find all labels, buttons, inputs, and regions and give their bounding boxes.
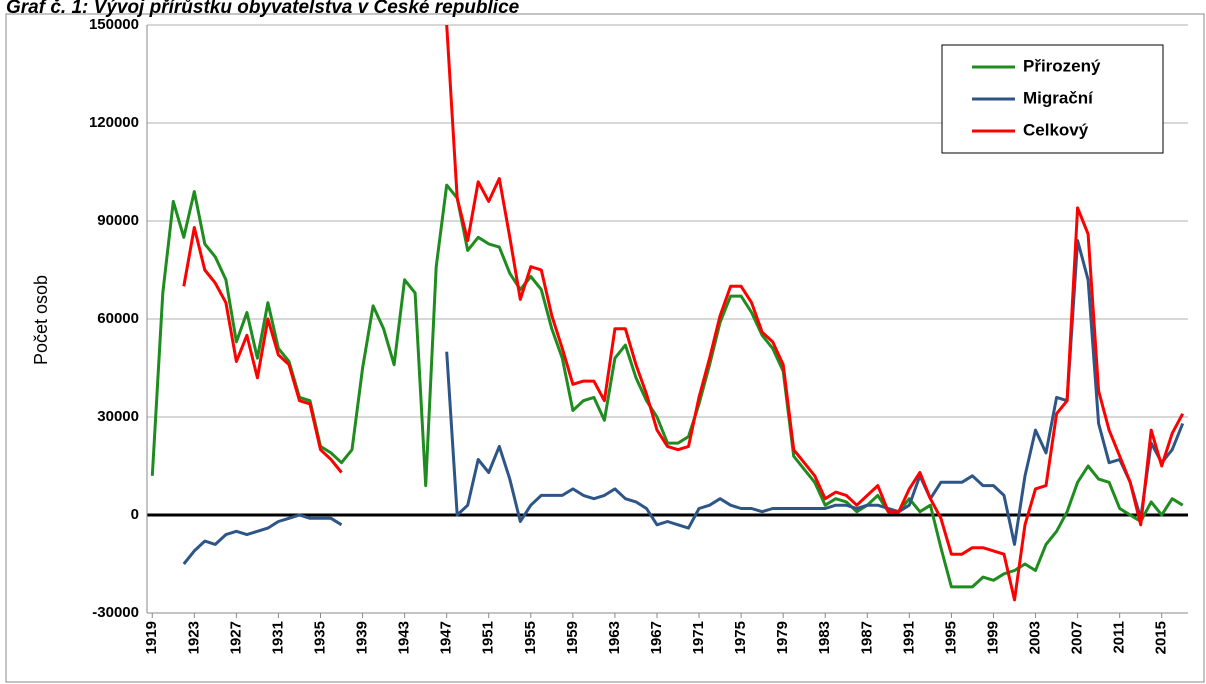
series-line xyxy=(150,183,1184,589)
x-tick-label: 1939 xyxy=(354,621,371,654)
x-tick-label: 1983 xyxy=(816,621,833,654)
x-tick-label: 1995 xyxy=(942,621,959,654)
legend-label: Migrační xyxy=(1023,88,1094,107)
x-tick-label: 1991 xyxy=(900,621,917,654)
chart-frame xyxy=(5,13,1205,683)
x-tick-label: 1947 xyxy=(438,621,455,654)
y-tick-label: 30000 xyxy=(97,408,139,425)
y-tick-label: -30000 xyxy=(92,604,139,621)
x-tick-label: 1923 xyxy=(185,621,202,654)
x-tick-label: 2003 xyxy=(1026,621,1043,654)
plot-lines xyxy=(150,25,1185,602)
y-tick-label: 0 xyxy=(131,506,139,523)
x-tick-label: 1979 xyxy=(774,621,791,654)
x-tick-label: 1963 xyxy=(606,621,623,654)
y-axis-label: Počet osob xyxy=(31,275,51,365)
x-tick-label: 2015 xyxy=(1153,621,1170,654)
x-tick-label: 1927 xyxy=(227,621,244,654)
x-tick-label: 1931 xyxy=(269,621,286,654)
x-tick-label: 2011 xyxy=(1111,621,1128,654)
x-tick-label: 1987 xyxy=(858,621,875,654)
x-tick-label: 1919 xyxy=(143,621,160,654)
x-tick-label: 1971 xyxy=(690,621,707,654)
x-tick-label: 2007 xyxy=(1069,621,1086,654)
x-tick-label: 1959 xyxy=(564,621,581,654)
legend-label: Celkový xyxy=(1023,120,1089,139)
y-tick-label: 120000 xyxy=(89,114,139,131)
series-line xyxy=(182,239,1185,565)
x-tick-label: 1951 xyxy=(480,621,497,654)
x-tick-label: 1935 xyxy=(311,621,328,654)
y-tick-label: 60000 xyxy=(97,310,139,327)
series-line xyxy=(182,25,1185,602)
chart-title: Graf č. 1: Vývoj přírůstku obyvatelstva … xyxy=(6,0,520,18)
x-tick-label: 1999 xyxy=(984,621,1001,654)
x-tick-label: 1943 xyxy=(396,621,413,654)
x-tick-label: 1967 xyxy=(648,621,665,654)
legend-label: Přirozený xyxy=(1023,56,1101,75)
x-tick-label: 1975 xyxy=(732,621,749,654)
y-tick-label: 90000 xyxy=(97,212,139,229)
x-tick-label: 1955 xyxy=(522,621,539,654)
y-tick-label: 150000 xyxy=(89,16,139,33)
